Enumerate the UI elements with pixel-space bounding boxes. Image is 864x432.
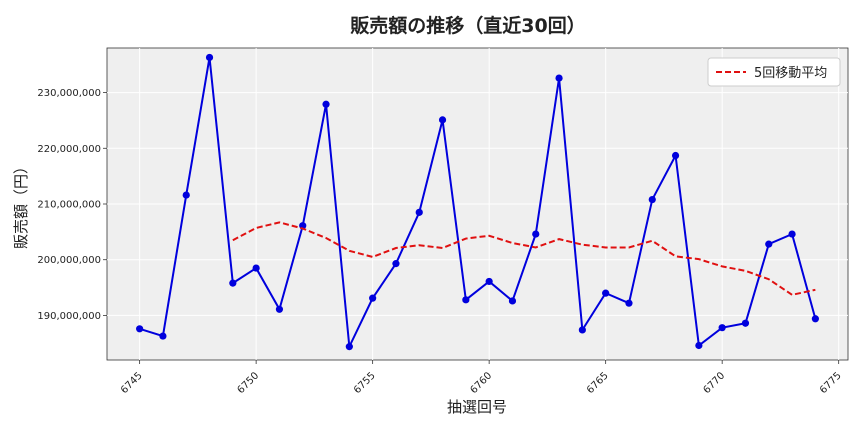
sales-point (695, 341, 703, 350)
sales-point (532, 230, 540, 238)
x-tick-label: 6750 (235, 370, 261, 396)
x-tick-label: 6745 (119, 370, 145, 396)
series-layer (136, 53, 819, 351)
sales-point (625, 299, 633, 307)
y-tick-label: 230,000,000 (37, 88, 101, 99)
sales-point (602, 289, 610, 297)
y-tick-label: 210,000,000 (37, 200, 101, 211)
y-axis-label: 販売額（円） (12, 159, 30, 249)
sales-point (322, 100, 330, 108)
sales-point (741, 319, 750, 327)
x-tick-label: 6760 (468, 370, 494, 396)
chart-title: 販売額の推移（直近30回） (350, 14, 585, 37)
sales-point (392, 260, 400, 268)
sales-point (648, 195, 656, 204)
sales-point (229, 279, 237, 287)
sales-point (671, 151, 680, 160)
sales-point (205, 53, 214, 62)
legend-label: 5回移動平均 (754, 66, 827, 81)
sales-point (462, 296, 470, 304)
sales-point (159, 332, 167, 340)
x-tick-label: 6765 (585, 370, 611, 396)
legend-box (707, 57, 841, 87)
sales-point (182, 191, 190, 199)
x-tick-label: 6770 (702, 370, 728, 396)
sales-point (438, 116, 447, 124)
sales-point (765, 240, 773, 248)
legend: 5回移動平均 (707, 57, 841, 87)
sales-point (369, 294, 377, 302)
sales-point (485, 277, 493, 286)
sales-point (275, 305, 284, 313)
sales-point (788, 230, 796, 238)
sales-point (345, 343, 353, 351)
x-axis-label: 抽選回号 (447, 398, 507, 416)
sales-point (578, 326, 586, 334)
sales-point (555, 74, 563, 82)
moving-average-line (232, 221, 816, 296)
x-tick-label: 6755 (352, 370, 378, 396)
y-tick-label: 200,000,000 (37, 255, 101, 266)
sales-point (811, 315, 819, 323)
y-tick-label: 190,000,000 (37, 311, 101, 322)
sales-point (136, 325, 144, 333)
x-tick-label: 6775 (818, 370, 844, 396)
y-tick-label: 220,000,000 (37, 144, 101, 155)
sales-point (508, 297, 517, 305)
y-axis: 190,000,000 200,000,000 210,000,000 220,000… (37, 88, 107, 322)
sales-point (718, 324, 726, 332)
sales-line (139, 57, 817, 351)
sales-point (415, 208, 423, 216)
x-axis: 6745 6750 6755 6760 6765 6770 6775 (119, 360, 844, 396)
sales-point (252, 264, 260, 272)
